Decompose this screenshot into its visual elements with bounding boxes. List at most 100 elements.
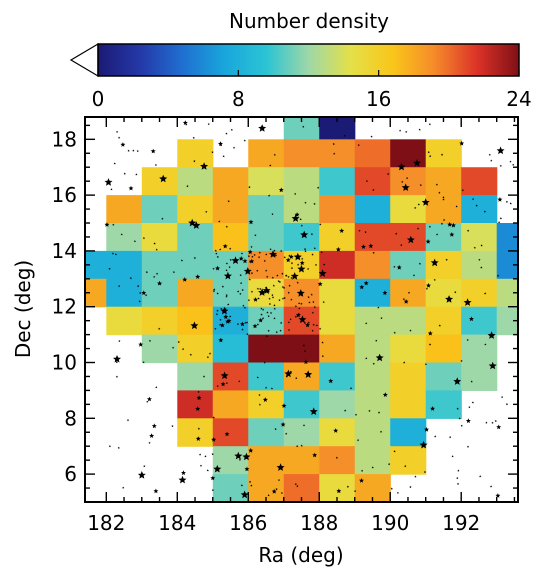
overlay-star — [328, 378, 334, 384]
overlay-star — [256, 376, 259, 379]
overlay-star — [154, 163, 157, 166]
overlay-star — [197, 427, 200, 430]
overlay-star — [357, 144, 360, 147]
overlay-star — [248, 447, 254, 453]
overlay-star — [291, 214, 300, 222]
heatmap-cell — [177, 306, 214, 336]
overlay-star — [200, 162, 209, 170]
overlay-star — [401, 183, 410, 191]
overlay-star — [243, 267, 252, 275]
overlay-star — [488, 153, 491, 156]
overlay-star — [208, 352, 212, 355]
overlay-star — [319, 223, 322, 226]
colorbar-tick-label: 16 — [366, 87, 391, 111]
overlay-star — [115, 361, 118, 364]
overlay-star — [505, 403, 509, 406]
overlay-star — [258, 124, 267, 132]
heatmap-cell — [354, 250, 391, 280]
overlay-star — [393, 265, 396, 268]
overlay-star — [212, 290, 215, 293]
overlay-star — [269, 311, 273, 314]
overlay-star — [489, 485, 493, 488]
overlay-star — [277, 478, 281, 482]
overlay-star — [232, 146, 236, 149]
heatmap-cell — [461, 334, 498, 364]
overlay-star — [248, 219, 254, 225]
overlay-star — [210, 475, 216, 481]
overlay-star — [335, 456, 338, 459]
overlay-star — [311, 253, 314, 256]
overlay-star — [424, 363, 427, 366]
overlay-star — [387, 172, 390, 175]
overlay-star — [231, 256, 240, 264]
overlay-star — [264, 286, 268, 289]
heatmap-cell — [248, 250, 285, 280]
overlay-star — [298, 307, 301, 310]
overlay-star — [456, 407, 459, 410]
overlay-star — [219, 323, 222, 326]
overlay-star — [181, 470, 186, 475]
overlay-star — [247, 249, 253, 255]
overlay-star — [480, 266, 483, 269]
overlay-star — [287, 291, 290, 294]
overlay-star — [288, 284, 291, 287]
overlay-star — [427, 151, 430, 154]
overlay-star — [349, 387, 353, 390]
overlay-star — [123, 172, 126, 175]
overlay-star — [146, 400, 149, 403]
heatmap-cell — [354, 139, 391, 168]
overlay-star — [265, 335, 268, 338]
heatmap-cell — [319, 139, 356, 168]
overlay-star — [313, 202, 316, 205]
heatmap-cell — [390, 223, 427, 252]
heatmap-cell — [248, 446, 285, 475]
overlay-star — [238, 458, 241, 461]
heatmap-cell — [248, 167, 285, 196]
heatmap-cell — [106, 250, 143, 280]
heatmap-cell — [319, 167, 356, 196]
heatmap-cell — [283, 167, 320, 196]
colorbar-underflow-triangle — [69, 42, 99, 78]
heatmap-cell — [141, 250, 178, 280]
overlay-star — [243, 139, 246, 142]
overlay-star — [120, 142, 126, 147]
overlay-star — [224, 431, 230, 437]
overlay-star — [418, 262, 421, 265]
overlay-star — [456, 476, 459, 480]
overlay-star — [275, 331, 278, 334]
overlay-star — [459, 140, 465, 146]
overlay-star — [414, 475, 417, 478]
overlay-star — [161, 217, 164, 220]
overlay-star — [300, 302, 303, 305]
overlay-star — [199, 464, 203, 467]
overlay-star — [300, 230, 309, 239]
heatmap-cell — [390, 139, 427, 168]
overlay-star — [377, 306, 380, 309]
overlay-star — [193, 256, 196, 259]
overlay-star — [379, 430, 383, 433]
overlay-star — [229, 315, 232, 318]
heatmap-cell — [354, 195, 391, 224]
overlay-star — [211, 151, 214, 154]
overlay-star — [372, 251, 375, 254]
heatmap-cell — [283, 139, 320, 168]
overlay-star — [234, 451, 243, 460]
overlay-star — [265, 253, 268, 256]
heatmap-cell — [212, 223, 249, 252]
overlay-star — [248, 480, 252, 483]
overlay-star — [108, 267, 111, 270]
overlay-star — [281, 272, 284, 275]
overlay-star — [442, 196, 445, 199]
heatmap-cell — [141, 167, 178, 196]
overlay-star — [108, 445, 111, 448]
overlay-star — [268, 194, 271, 197]
overlay-star — [256, 287, 259, 290]
overlay-star — [505, 200, 509, 203]
overlay-star — [155, 272, 159, 275]
overlay-star — [132, 149, 135, 152]
x-tick-label: 182 — [87, 511, 125, 535]
overlay-star — [296, 281, 299, 284]
overlay-star — [180, 259, 184, 262]
overlay-star — [274, 427, 277, 431]
overlay-star — [219, 318, 222, 321]
